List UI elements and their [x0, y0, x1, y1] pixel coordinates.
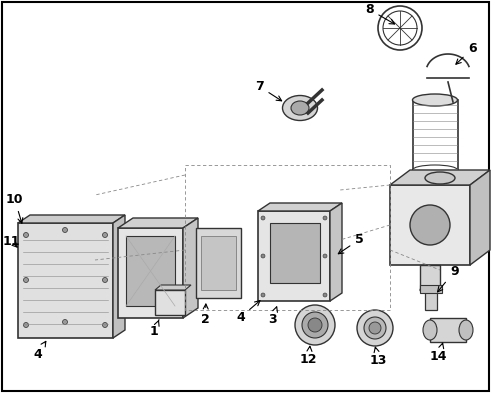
Circle shape	[357, 310, 393, 346]
Circle shape	[302, 312, 328, 338]
Bar	[425, 290, 437, 310]
Circle shape	[62, 228, 67, 233]
Bar	[18, 223, 113, 338]
Text: 4: 4	[236, 301, 260, 324]
Bar	[118, 228, 183, 318]
Circle shape	[62, 320, 67, 325]
Bar	[196, 228, 241, 298]
Polygon shape	[118, 218, 198, 228]
Circle shape	[24, 277, 28, 283]
Bar	[430, 318, 466, 342]
Bar	[126, 236, 175, 306]
Text: 9: 9	[437, 265, 459, 292]
Ellipse shape	[412, 94, 458, 106]
Bar	[420, 265, 440, 290]
Text: 6: 6	[456, 42, 477, 64]
Circle shape	[308, 318, 322, 332]
Circle shape	[261, 216, 265, 220]
Polygon shape	[258, 203, 342, 211]
Text: 2: 2	[201, 304, 210, 326]
Text: 5: 5	[338, 233, 364, 254]
Circle shape	[261, 293, 265, 297]
Bar	[413, 100, 458, 170]
Ellipse shape	[459, 320, 473, 340]
Ellipse shape	[423, 320, 437, 340]
Text: 7: 7	[255, 80, 282, 101]
Ellipse shape	[420, 286, 440, 294]
Circle shape	[369, 322, 381, 334]
Text: 13: 13	[370, 347, 387, 367]
Circle shape	[410, 205, 450, 245]
Circle shape	[323, 293, 327, 297]
Bar	[270, 223, 320, 283]
Polygon shape	[330, 203, 342, 301]
Text: 14: 14	[430, 343, 447, 363]
Bar	[390, 185, 470, 265]
Bar	[155, 290, 185, 315]
Circle shape	[295, 305, 335, 345]
Text: 3: 3	[268, 307, 277, 326]
Circle shape	[323, 216, 327, 220]
Polygon shape	[155, 285, 191, 290]
Text: 4: 4	[33, 342, 46, 361]
Text: 10: 10	[6, 193, 24, 223]
Text: 1: 1	[150, 320, 159, 338]
Circle shape	[103, 323, 108, 327]
Circle shape	[24, 233, 28, 237]
Polygon shape	[390, 170, 490, 185]
Ellipse shape	[291, 101, 309, 115]
Ellipse shape	[282, 95, 318, 121]
Circle shape	[103, 277, 108, 283]
Text: 11: 11	[3, 235, 21, 248]
Circle shape	[323, 254, 327, 258]
Circle shape	[103, 233, 108, 237]
Text: 12: 12	[300, 346, 318, 366]
Text: 8: 8	[365, 3, 394, 24]
Polygon shape	[18, 215, 125, 223]
Polygon shape	[183, 218, 198, 318]
Circle shape	[24, 323, 28, 327]
Circle shape	[364, 317, 386, 339]
Bar	[420, 285, 442, 293]
Bar	[201, 236, 236, 290]
Bar	[258, 211, 330, 301]
Polygon shape	[470, 170, 490, 265]
Ellipse shape	[425, 172, 455, 184]
Circle shape	[261, 254, 265, 258]
Polygon shape	[113, 215, 125, 338]
